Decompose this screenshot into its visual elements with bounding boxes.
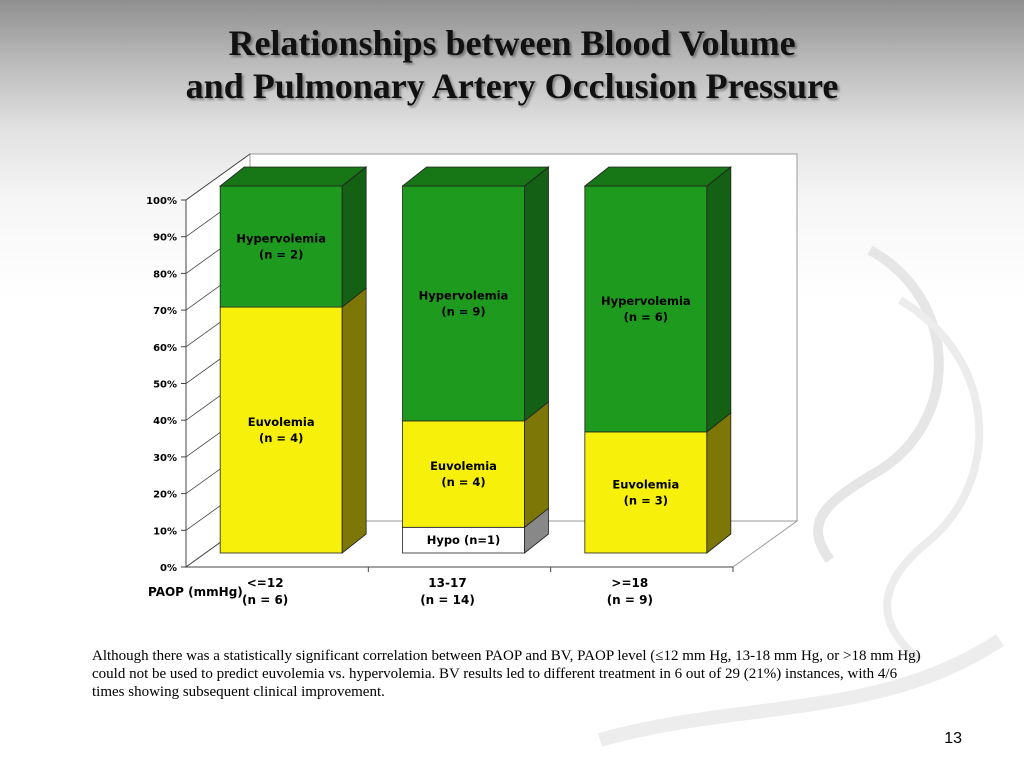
y-tick-label: 30% (153, 453, 177, 464)
bar-side-hypervolemia (524, 166, 549, 422)
data-label-euvolemia: (n = 4) (441, 475, 485, 489)
bar-side-hypervolemia (341, 166, 367, 308)
data-label-euvolemia: (n = 3) (624, 493, 668, 507)
data-label-hypervolemia: Hypervolemia (236, 232, 326, 246)
y-tick-label: 40% (153, 416, 177, 427)
bar-segment-euvolemia (402, 420, 525, 528)
slide-title: Relationships between Blood Volume and P… (0, 22, 1024, 108)
bar-segment-hypervolemia (584, 185, 708, 433)
bar-top-hypervolemia (219, 166, 368, 187)
y-tick-label: 80% (153, 269, 177, 280)
data-label-hypo: Hypo (n=1) (427, 533, 501, 547)
x-category-sublabel: (n = 9) (607, 593, 653, 607)
data-label-hypervolemia: Hypervolemia (601, 294, 691, 308)
x-category-label: <=12 (247, 576, 284, 590)
y-tick-label: 70% (153, 306, 177, 317)
x-category-sublabel: (n = 6) (242, 593, 288, 607)
chart-bars-layer (219, 166, 732, 554)
x-category-label: 13-17 (428, 576, 466, 590)
bar-side-euvolemia (524, 401, 549, 529)
bar-segment-euvolemia (584, 431, 708, 554)
chart-text-layer: 0% 10% 20% 30% 40% 50% 60% 70% 80% 90% 100% Euvolem… (146, 196, 691, 607)
y-tick-label: 50% (153, 380, 177, 391)
y-tick-label: 60% (153, 343, 177, 354)
bar-top-hypervolemia (401, 166, 550, 187)
y-tick-label: 100% (146, 196, 177, 207)
data-label-hypervolemia: Hypervolemia (419, 288, 509, 302)
title-line-1: Relationships between Blood Volume (228, 23, 796, 63)
bar-segment-hypervolemia (402, 185, 525, 422)
data-label-euvolemia: (n = 4) (259, 431, 303, 445)
title-line-2: and Pulmonary Artery Occlusion Pressure (185, 66, 839, 106)
bar-side-euvolemia (341, 287, 367, 554)
data-label-euvolemia: Euvolemia (612, 477, 679, 491)
x-category-sublabel: (n = 14) (420, 593, 475, 607)
x-category-label: >=18 (611, 576, 648, 590)
page-number: 13 (944, 730, 962, 747)
y-tick-label: 20% (153, 490, 177, 501)
bar-top-hypervolemia (583, 166, 732, 187)
data-label-hypervolemia: (n = 2) (259, 248, 303, 262)
data-label-euvolemia: Euvolemia (430, 459, 497, 473)
data-label-euvolemia: Euvolemia (248, 415, 315, 429)
x-axis-label: PAOP (mmHg) (148, 585, 243, 599)
bar-side-hypervolemia (706, 166, 732, 433)
data-label-hypervolemia: (n = 9) (441, 304, 485, 318)
y-tick-label: 10% (153, 526, 177, 537)
bar-segment-hypervolemia (219, 185, 343, 308)
bar-side-euvolemia (706, 412, 732, 554)
data-label-hypervolemia: (n = 6) (624, 310, 668, 324)
bar-segment-euvolemia (219, 306, 343, 554)
y-tick-label: 90% (153, 233, 177, 244)
gridline-side (185, 153, 251, 201)
y-tick-label: 0% (160, 563, 177, 574)
slide-caption: Although there was a statistically signi… (92, 648, 921, 700)
